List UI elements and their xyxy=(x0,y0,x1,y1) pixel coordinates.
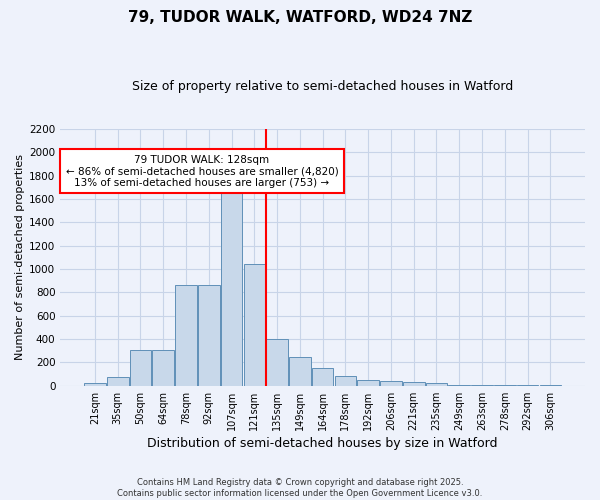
Bar xyxy=(266,339,288,386)
Bar xyxy=(448,384,470,386)
Bar xyxy=(130,350,151,386)
Bar xyxy=(312,368,334,386)
Bar xyxy=(198,286,220,386)
Bar xyxy=(244,264,265,386)
Bar xyxy=(471,385,493,386)
Title: Size of property relative to semi-detached houses in Watford: Size of property relative to semi-detach… xyxy=(132,80,513,93)
Bar xyxy=(380,380,402,386)
Bar xyxy=(107,377,128,386)
Text: 79, TUDOR WALK, WATFORD, WD24 7NZ: 79, TUDOR WALK, WATFORD, WD24 7NZ xyxy=(128,10,472,25)
Bar xyxy=(152,350,174,386)
X-axis label: Distribution of semi-detached houses by size in Watford: Distribution of semi-detached houses by … xyxy=(148,437,498,450)
Bar xyxy=(358,380,379,386)
Bar xyxy=(335,376,356,386)
Bar xyxy=(539,384,561,386)
Bar xyxy=(403,382,425,386)
Bar xyxy=(425,384,448,386)
Bar xyxy=(221,188,242,386)
Text: Contains HM Land Registry data © Crown copyright and database right 2025.
Contai: Contains HM Land Registry data © Crown c… xyxy=(118,478,482,498)
Bar xyxy=(494,385,515,386)
Y-axis label: Number of semi-detached properties: Number of semi-detached properties xyxy=(15,154,25,360)
Bar xyxy=(84,384,106,386)
Bar xyxy=(175,286,197,386)
Bar xyxy=(289,356,311,386)
Text: 79 TUDOR WALK: 128sqm
← 86% of semi-detached houses are smaller (4,820)
13% of s: 79 TUDOR WALK: 128sqm ← 86% of semi-deta… xyxy=(65,154,338,188)
